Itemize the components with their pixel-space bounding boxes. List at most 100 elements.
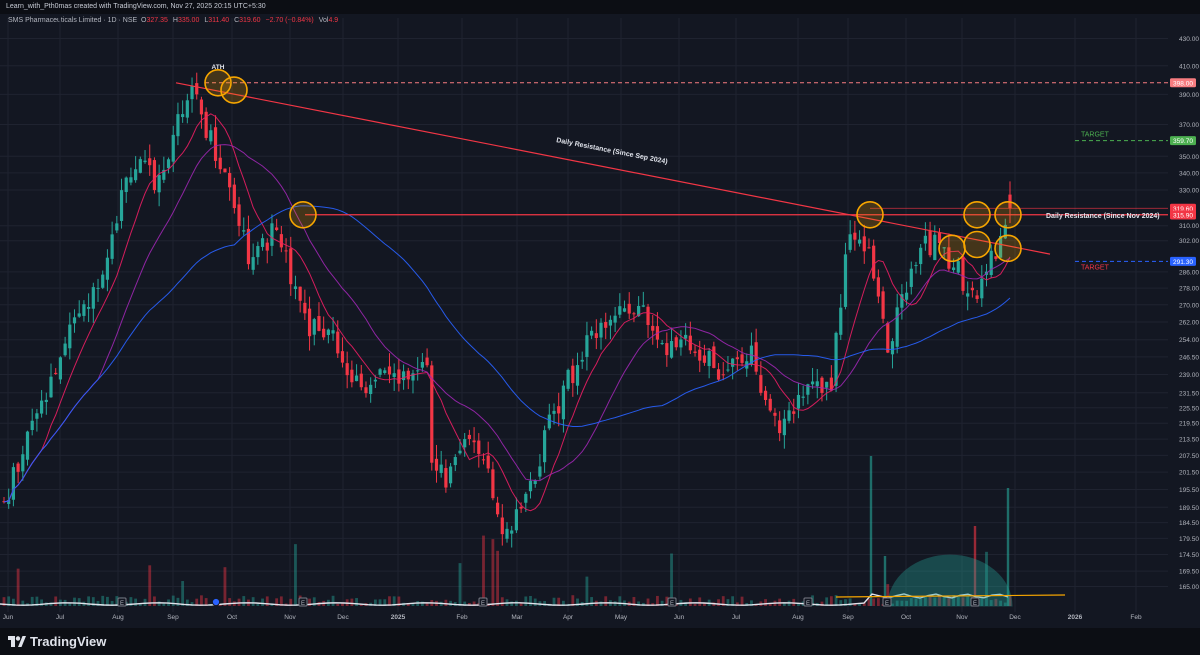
time-tick-label[interactable]: Dec: [337, 614, 349, 621]
price-tick-label[interactable]: 340.00: [1179, 170, 1199, 177]
touch-point-circle[interactable]: [856, 200, 884, 229]
price-tick-label[interactable]: 286.00: [1179, 269, 1199, 276]
price-tick-label[interactable]: 179.50: [1179, 536, 1199, 543]
price-tag-label-last[interactable]: 319.60: [1173, 206, 1193, 213]
symbol-name[interactable]: SMS Pharmaceuticals Limited · 1D · NSE: [8, 17, 138, 24]
price-tick-label[interactable]: 246.50: [1179, 354, 1199, 361]
price-tick-label[interactable]: 219.50: [1179, 421, 1199, 428]
time-axis[interactable]: Jun Jul Aug Sep Oct Nov Dec 2025 Feb Mar Apr May Jun…: [3, 614, 1142, 621]
candle-body: [876, 277, 880, 297]
candle-body: [571, 365, 575, 384]
time-tick-label[interactable]: Jul: [56, 614, 65, 621]
price-tick-label[interactable]: 302.00: [1179, 238, 1199, 245]
candle-body: [970, 287, 974, 291]
price-tick-label[interactable]: 254.00: [1179, 337, 1199, 344]
price-tick-label[interactable]: 189.50: [1179, 505, 1199, 512]
time-tick-label[interactable]: Mar: [511, 614, 523, 621]
target-up-label[interactable]: TARGET: [1081, 132, 1110, 139]
touch-point-circle[interactable]: [289, 200, 317, 229]
price-tick-label[interactable]: 239.00: [1179, 372, 1199, 379]
touch-point-circle[interactable]: [994, 234, 1022, 263]
time-tick-label[interactable]: Aug: [112, 614, 124, 621]
price-tick-label[interactable]: 201.50: [1179, 470, 1199, 477]
time-tick-label[interactable]: 2025: [391, 614, 406, 621]
time-tick-label[interactable]: Jun: [3, 614, 14, 621]
earnings-marker-label[interactable]: E: [670, 601, 674, 607]
candle-body: [87, 307, 91, 309]
price-tag-label-resistance[interactable]: 315.90: [1173, 212, 1193, 219]
price-tick-label[interactable]: 370.00: [1179, 122, 1199, 129]
price-tick-label[interactable]: 350.00: [1179, 154, 1199, 161]
time-tick-label[interactable]: Apr: [563, 614, 574, 621]
price-tick-label[interactable]: 430.00: [1179, 36, 1199, 43]
time-tick-label[interactable]: Feb: [456, 614, 468, 621]
price-tick-label[interactable]: 262.00: [1179, 319, 1199, 326]
price-tick-label[interactable]: 184.50: [1179, 520, 1199, 527]
time-tick-label[interactable]: Nov: [284, 614, 296, 621]
touch-point-circle[interactable]: [994, 200, 1022, 229]
earnings-marker[interactable]: [298, 597, 308, 607]
earnings-marker[interactable]: [117, 597, 127, 607]
touch-point-circle[interactable]: [938, 234, 966, 263]
price-tag-label-target_up[interactable]: 359.70: [1173, 138, 1193, 145]
time-tick-label[interactable]: Sep: [167, 614, 179, 621]
target-down-label[interactable]: TARGET: [1081, 264, 1110, 271]
price-tag-resistance: [1170, 210, 1196, 220]
high-value: 335.00: [177, 17, 200, 24]
price-tick-label[interactable]: 207.50: [1179, 453, 1199, 460]
earnings-marker-label[interactable]: E: [973, 601, 977, 607]
price-tick-label[interactable]: 278.00: [1179, 286, 1199, 293]
volume-bar: [829, 596, 833, 606]
touch-point-circle[interactable]: [963, 200, 991, 229]
earnings-marker[interactable]: [803, 597, 813, 607]
time-tick-label[interactable]: Nov: [956, 614, 968, 621]
descending-trendline[interactable]: [175, 82, 1051, 255]
tradingview-logo[interactable]: TradingView: [8, 634, 106, 649]
earnings-marker-label[interactable]: E: [120, 601, 124, 607]
candlesticks[interactable]: [2, 72, 1012, 548]
time-tick-label[interactable]: Sep: [842, 614, 854, 621]
resistance-label[interactable]: Daily Resistance (Since Nov 2024): [1046, 213, 1160, 220]
price-tick-label[interactable]: 270.00: [1179, 302, 1199, 309]
touch-point-circle[interactable]: [204, 68, 232, 97]
price-tick-label[interactable]: 390.00: [1179, 92, 1199, 99]
price-tick-label[interactable]: 195.50: [1179, 487, 1199, 494]
price-tick-label[interactable]: 169.50: [1179, 569, 1199, 576]
price-tick-label[interactable]: 225.50: [1179, 405, 1199, 412]
time-tick-label[interactable]: Aug: [792, 614, 804, 621]
touch-point-circle[interactable]: [220, 76, 248, 104]
earnings-marker[interactable]: [667, 597, 677, 607]
time-tick-label[interactable]: Feb: [1130, 614, 1142, 621]
price-tick-label[interactable]: 330.00: [1179, 187, 1199, 194]
earnings-marker-label[interactable]: E: [806, 601, 810, 607]
price-tag-label-target_down[interactable]: 291.30: [1173, 259, 1193, 266]
trendline-label[interactable]: Daily Resistance (Since Sep 2024): [556, 137, 668, 166]
price-axis[interactable]: 430.00 410.00 390.00 370.00 350.00 340.00 330.…: [1168, 14, 1200, 628]
earnings-marker[interactable]: [478, 597, 488, 607]
time-tick-label[interactable]: Oct: [901, 614, 911, 621]
touch-point-circle[interactable]: [963, 230, 991, 259]
price-chart[interactable]: E E E E E E E ATH Daily Resistance (Since Sep 2…: [0, 14, 1200, 628]
price-tick-label[interactable]: 174.50: [1179, 552, 1199, 559]
earnings-marker-label[interactable]: E: [481, 601, 485, 607]
time-tick-label[interactable]: Jun: [674, 614, 685, 621]
dividend-marker[interactable]: [211, 597, 221, 607]
time-tick-label[interactable]: Dec: [1009, 614, 1021, 621]
earnings-marker[interactable]: [882, 597, 892, 607]
chart-annotations[interactable]: ATH Daily Resistance (Since Sep 2024) Dail…: [175, 64, 1168, 272]
price-tick-label[interactable]: 165.00: [1179, 584, 1199, 591]
ath-label[interactable]: ATH: [212, 64, 225, 71]
price-tag-label-ath[interactable]: 398.00: [1173, 80, 1193, 87]
earnings-marker-label[interactable]: E: [885, 601, 889, 607]
time-tick-label[interactable]: Jul: [732, 614, 741, 621]
price-tick-label[interactable]: 410.00: [1179, 63, 1199, 70]
time-tick-label[interactable]: Oct: [227, 614, 237, 621]
earnings-marker-label[interactable]: E: [301, 601, 305, 607]
time-tick-label[interactable]: 2026: [1068, 614, 1083, 621]
time-tick-label[interactable]: May: [615, 614, 628, 621]
volume-bar: [176, 597, 180, 606]
price-tick-label[interactable]: 213.50: [1179, 437, 1199, 444]
earnings-marker[interactable]: [970, 597, 980, 607]
price-tick-label[interactable]: 310.00: [1179, 223, 1199, 230]
price-tick-label[interactable]: 231.50: [1179, 390, 1199, 397]
